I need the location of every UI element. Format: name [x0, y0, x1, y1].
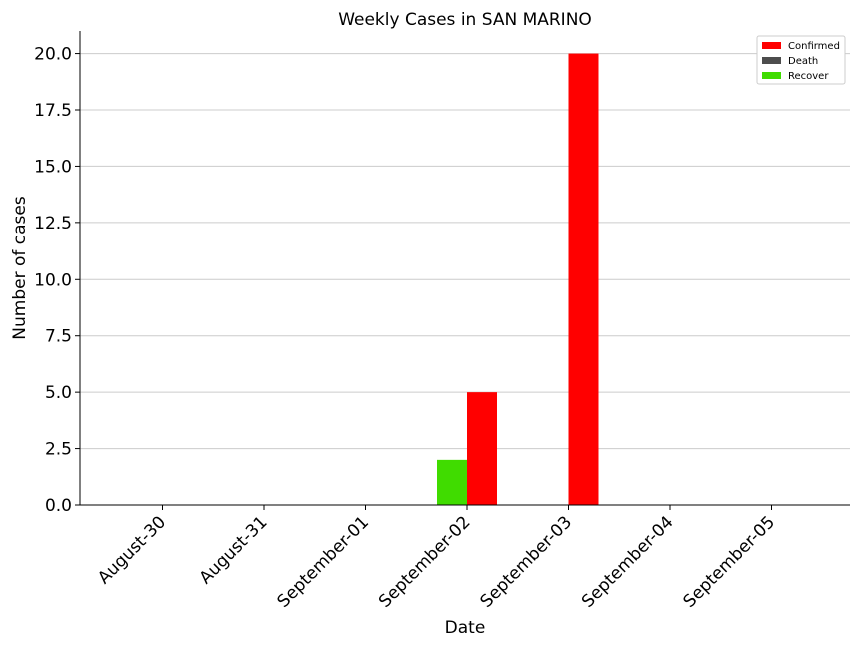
x-tick-label: September-01	[274, 512, 373, 611]
bars	[437, 53, 599, 505]
y-tick-label: 15.0	[34, 157, 72, 177]
chart-title: Weekly Cases in SAN MARINO	[338, 10, 592, 30]
y-tick-label: 12.5	[34, 214, 72, 234]
legend-label-confirmed: Confirmed	[788, 41, 840, 52]
bar-recover-september-02	[437, 459, 467, 505]
legend-swatch-confirmed	[762, 42, 781, 49]
legend-label-death: Death	[788, 56, 818, 67]
x-tick-label: September-02	[375, 512, 474, 611]
y-tick-label: 10.0	[34, 270, 72, 290]
x-tick-label: September-05	[680, 512, 779, 611]
legend-swatch-recover	[762, 72, 781, 79]
y-axis-label: Number of cases	[10, 196, 30, 340]
x-axis-ticks: August-30 August-31 September-01 September-…	[94, 505, 779, 612]
axes-spines	[79, 31, 850, 506]
y-tick-label: 2.5	[45, 440, 72, 460]
y-tick-label: 20.0	[34, 45, 72, 65]
legend: Confirmed Death Recover	[756, 35, 846, 85]
y-tick-label: 7.5	[45, 327, 72, 347]
y-axis-ticks: 0.0 2.5 5.0 7.5 10.0 12.5 15.0 17.5 20.0	[34, 45, 80, 516]
bar-confirmed-september-03	[568, 53, 599, 505]
x-tick-label: August-31	[196, 512, 272, 588]
x-tick-label: August-30	[94, 512, 170, 588]
grid-lines	[80, 53, 850, 506]
y-tick-label: 0.0	[45, 496, 72, 516]
x-tick-label: September-04	[578, 512, 677, 611]
x-axis-label: Date	[445, 618, 486, 638]
y-tick-label: 17.5	[34, 101, 72, 121]
y-tick-label: 5.0	[45, 383, 72, 403]
x-tick-label: September-03	[477, 512, 576, 611]
legend-label-recover: Recover	[788, 71, 829, 82]
legend-swatch-death	[762, 57, 781, 64]
bar-confirmed-september-02	[467, 392, 497, 505]
